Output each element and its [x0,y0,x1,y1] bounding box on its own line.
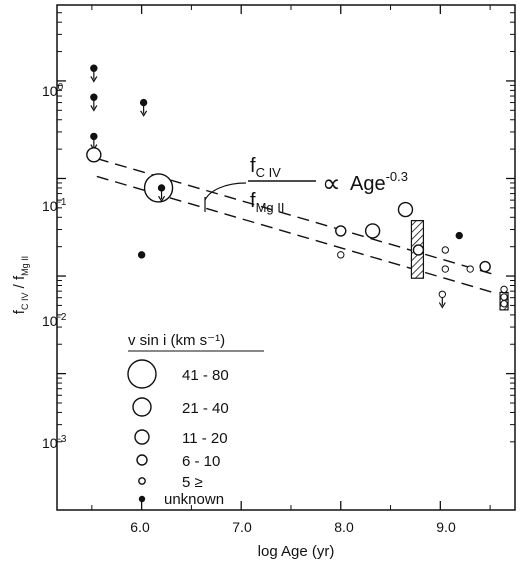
upper-limit-arrowhead [140,110,148,117]
upper-limit-arrowhead [90,105,98,112]
data-point [412,244,425,256]
x-tick-label: 8.0 [334,519,354,535]
data-point [397,201,414,218]
data-point [90,132,98,141]
plot-area-border [56,4,516,511]
legend-marker [138,477,146,485]
upper-limit-arrowhead [158,195,166,203]
legend-label: 6 - 10 [182,453,220,470]
annotation-relation: ∝ [322,168,341,198]
range-bar-point [500,293,508,301]
annotation-denominator: fMg II [250,190,284,215]
legend-label: 11 - 20 [182,430,228,447]
legend-label: 5 ≥ [182,474,203,491]
y-tick-label: 100 [42,82,64,99]
annotation-pointer [204,182,247,201]
legend-marker [132,397,152,417]
data-point [364,223,381,239]
data-point [455,231,463,240]
data-point [139,98,148,107]
y-tick-label: 10-3 [42,434,67,451]
data-point [441,246,450,254]
data-point [438,290,447,299]
upper-limit-arrowhead [90,76,98,83]
legend-marker [138,495,146,503]
data-points [86,64,508,309]
annotation-numerator: fC IV [250,155,281,180]
data-point [466,265,474,273]
x-axis-label: log Age (yr) [258,543,335,560]
relation-lines [96,157,496,294]
legend-marker [136,454,148,466]
data-point [157,184,166,192]
relation-annotation: fC IV fMg II ∝ Age-0.3 [204,155,408,215]
legend-label: 41 - 80 [182,367,229,384]
data-point [137,251,146,259]
legend-label: unknown [164,491,224,508]
x-tick-label: 9.0 [436,519,456,535]
y-axis-label: fC IV / fMg II [11,256,30,314]
x-tick-label: 7.0 [232,519,252,535]
y-tick-label: 10-2 [42,312,67,329]
data-point [90,64,98,72]
y-tick-label: 10-1 [42,197,67,214]
data-point [90,93,98,101]
legend-marker [127,359,157,389]
annotation-rhs: Age-0.3 [350,169,408,195]
data-point [337,251,345,259]
data-point [479,260,491,273]
legend: v sin i (km s⁻¹) 41 - 80 21 - 40 11 - 20… [127,332,264,508]
upper-limit-arrowhead [438,302,446,309]
range-bar-point [500,300,508,308]
x-tick-label: 6.0 [130,519,150,535]
plot-frame [56,4,516,511]
range-bar-point [500,285,508,294]
data-point [335,225,347,237]
legend-marker [134,429,150,445]
legend-markers [127,359,157,503]
data-point [86,147,102,163]
axis-ticks [57,4,515,510]
relation-line [96,175,496,294]
legend-label: 21 - 40 [182,400,229,417]
legend-title: v sin i (km s⁻¹) [128,332,225,349]
relation-line [96,157,496,276]
data-point [441,265,450,273]
